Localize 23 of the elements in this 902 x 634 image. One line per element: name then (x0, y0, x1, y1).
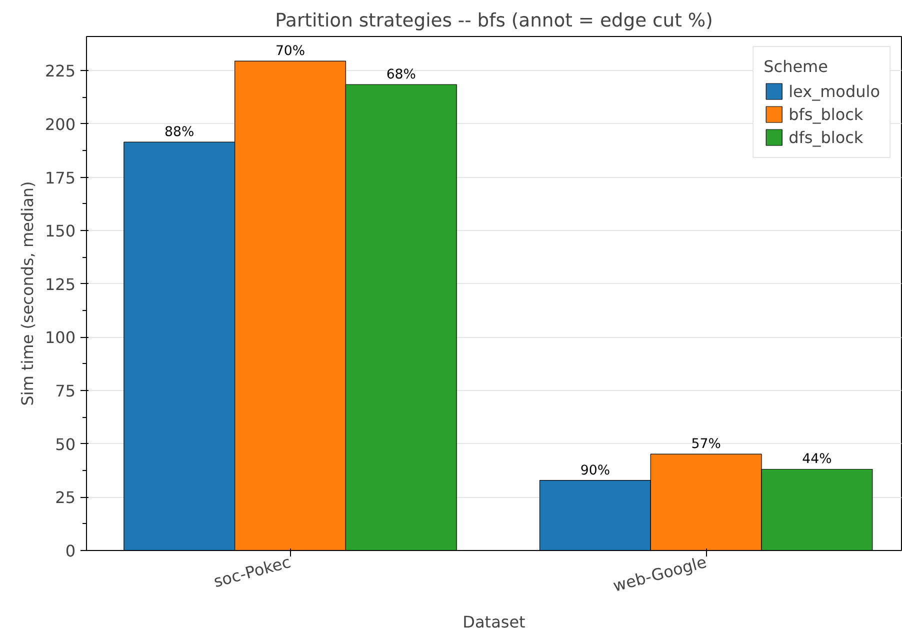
y-axis-title: Sim time (seconds, median) (18, 181, 37, 406)
annotation: 68% (386, 67, 416, 82)
legend-label: bfs_block (788, 104, 864, 124)
y-tick-label: 50 (55, 434, 76, 454)
annotation: 90% (580, 463, 610, 478)
legend-title: Scheme (764, 57, 829, 76)
annotation: 70% (275, 44, 306, 60)
y-tick-label: 125 (44, 274, 76, 294)
x-axis-title: Dataset (462, 612, 526, 632)
y-tick-label: 150 (44, 222, 76, 241)
y-tick-label: 75 (55, 382, 76, 401)
annotation: 57% (691, 437, 721, 452)
y-tick-label: 200 (44, 114, 76, 134)
y-tick-label: 100 (44, 328, 76, 348)
annotation: 88% (164, 125, 194, 140)
y-tick-label: 175 (44, 168, 76, 188)
legend-label: dfs_block (788, 128, 864, 146)
y-tick-label: 225 (44, 62, 76, 81)
annotation: 44% (802, 452, 832, 468)
chart-title: Partition strategies -- bfs (annot = edge cut %) (275, 10, 713, 32)
legend-label: lex_modulo (788, 82, 880, 100)
y-tick-label: 0 (65, 542, 76, 560)
y-tick-label: 25 (55, 488, 76, 508)
